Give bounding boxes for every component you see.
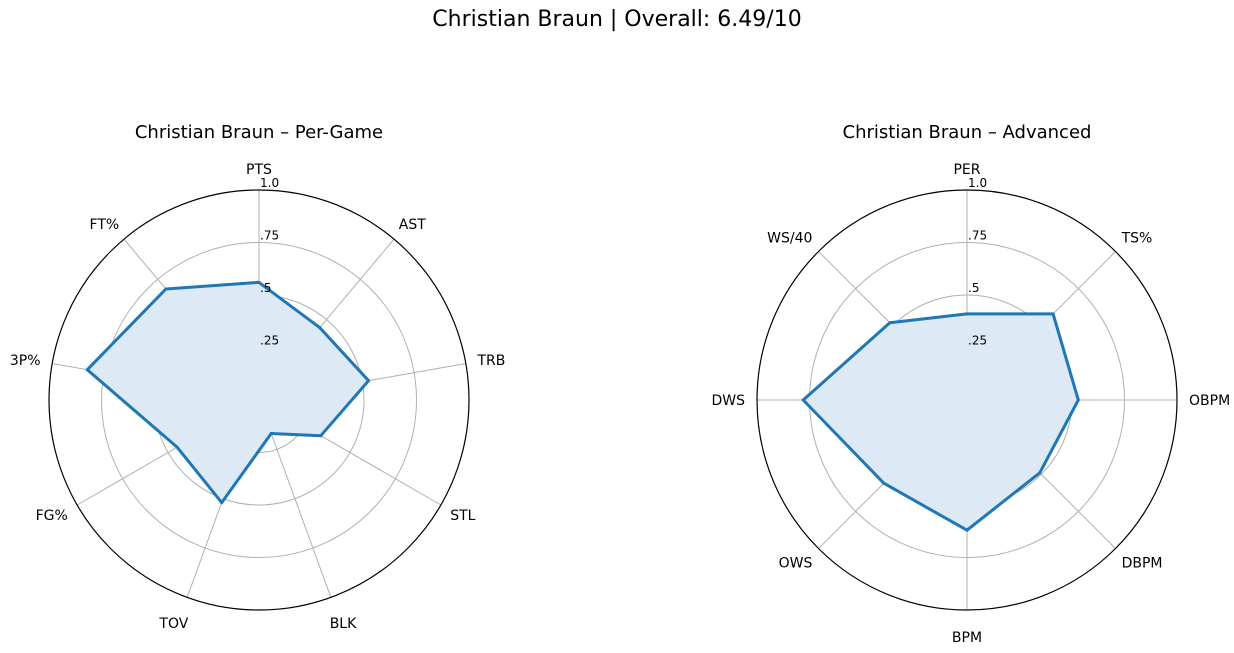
radial-tick-label: .5 — [968, 281, 979, 295]
radial-tick-label: .75 — [260, 229, 279, 243]
data-point-dws — [801, 398, 805, 402]
data-point-ws-40 — [888, 321, 892, 325]
data-area — [87, 282, 369, 503]
data-point-tov — [220, 501, 224, 505]
axis-label-ws-40: WS/40 — [767, 230, 812, 246]
radial-tick-label: 1.0 — [968, 176, 987, 190]
data-point-ft-pct — [164, 287, 168, 291]
axis-label-trb: TRB — [477, 353, 506, 369]
data-point-dbpm — [1038, 471, 1042, 475]
radial-tick-label: 1.0 — [260, 176, 279, 190]
axis-label-obpm: OBPM — [1189, 393, 1230, 409]
chart-title: Christian Braun – Advanced — [843, 122, 1092, 143]
axis-label-3p-pct: 3P% — [10, 353, 41, 369]
data-point-3p-pct — [85, 368, 89, 372]
data-area — [803, 313, 1079, 531]
data-point-bpm — [965, 528, 969, 532]
axis-label-ts-pct: TS% — [1121, 230, 1153, 246]
radar-chart-per-game: Christian Braun – Per-Game .25 .5 .75 1.0PTS… — [10, 122, 506, 632]
axis-label-fg-pct: FG% — [36, 508, 68, 524]
data-point-ast — [318, 326, 322, 330]
axis-label-ows: OWS — [779, 556, 813, 572]
radial-tick-label: .25 — [968, 334, 987, 348]
outer-frame — [48, 189, 470, 611]
data-point-fg-pct — [175, 445, 179, 449]
axis-label-bpm: BPM — [952, 630, 982, 646]
axis-label-blk: BLK — [330, 616, 357, 632]
axis-label-dws: DWS — [711, 393, 745, 409]
axis-label-ast: AST — [399, 217, 426, 233]
data-line — [85, 280, 371, 505]
axis-label-ft-pct: FT% — [90, 217, 120, 233]
data-point-obpm — [1076, 398, 1080, 402]
data-point-blk — [269, 432, 273, 435]
chart-title: Christian Braun – Per-Game — [135, 122, 383, 143]
data-point-ts-pct — [1051, 312, 1055, 316]
outer-frame — [756, 189, 1178, 611]
axis-label-per: PER — [953, 162, 980, 178]
radial-tick-label: .75 — [968, 229, 987, 243]
axis-label-pts: PTS — [246, 162, 272, 178]
radar-chart-advanced: Christian Braun – Advanced .25 .5 .75 1.0PER… — [711, 122, 1230, 646]
data-point-per — [965, 312, 969, 316]
data-point-trb — [367, 379, 371, 383]
data-point-pts — [257, 280, 261, 284]
data-point-stl — [319, 434, 323, 438]
figure-title: Christian Braun | Overall: 6.49/10 — [432, 7, 802, 32]
data-point-ows — [882, 481, 886, 485]
axis-label-tov: TOV — [158, 616, 188, 632]
radial-tick-label: .25 — [260, 334, 279, 348]
axis-label-dbpm: DBPM — [1122, 556, 1163, 572]
axis-label-stl: STL — [450, 508, 475, 524]
radial-tick-label: .5 — [260, 281, 271, 295]
